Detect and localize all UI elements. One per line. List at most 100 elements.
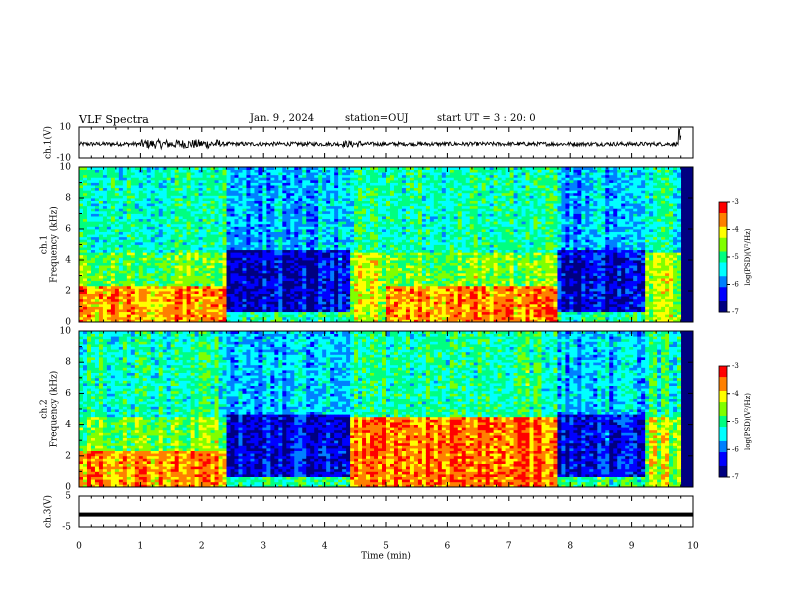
ch2-colorbar-cell xyxy=(719,418,727,422)
ch2-colorbar-cell xyxy=(719,404,727,409)
ch2-colorbar-cell xyxy=(719,474,727,478)
ch1-ytick-label-0: 0 xyxy=(65,318,71,328)
ch1-ytick-label-2: 2 xyxy=(65,287,71,297)
ch1-ytick-label-4: 4 xyxy=(65,256,71,266)
ch2-colorbar-cell xyxy=(719,366,727,370)
ch1-colorbar-cell xyxy=(719,240,727,244)
xtick-label-3: 3 xyxy=(260,542,266,552)
ch1-ylabel: ch.1 xyxy=(40,235,50,254)
ch1-colorbar-cell xyxy=(719,257,727,261)
ch2-colorbar-cell xyxy=(719,415,727,420)
ch2-colorbar-cell xyxy=(719,399,727,403)
ch1-colorbar-cell xyxy=(719,224,727,228)
ch2-colorbar-cell xyxy=(719,449,727,453)
ch1-colorbar-cell xyxy=(719,215,727,219)
ch1-colorbar-cell xyxy=(719,213,727,217)
ch2-ytick-label-2: 2 xyxy=(65,451,71,461)
ch1-spectrogram-cells xyxy=(79,167,694,323)
ch2-colorbar-cell xyxy=(719,468,727,472)
ch1-ytick-label-10: 10 xyxy=(60,163,72,173)
ch1-ytick-label-8: 8 xyxy=(65,194,71,204)
ch1-colorbar-cell xyxy=(719,202,727,206)
ch2-colorbar-label--7: -7 xyxy=(732,473,739,481)
ch1-colorbar-cell xyxy=(719,295,727,299)
ch2-ylabel: ch.2 xyxy=(40,399,50,418)
ch2-colorbar-cell xyxy=(719,460,727,464)
ch1-colorbar-cell xyxy=(719,279,727,283)
ch2-colorbar-cell xyxy=(719,377,727,381)
ch1-colorbar-label--5: -5 xyxy=(732,253,739,261)
xtick-label-7: 7 xyxy=(506,542,512,552)
ch1-colorbar-cell xyxy=(719,207,727,211)
ch1-colorbar-cell xyxy=(719,246,727,250)
xtick-label-4: 4 xyxy=(322,542,328,552)
ch1-ytick-label-6: 6 xyxy=(65,225,71,235)
ch1-colorbar-cell xyxy=(719,251,727,255)
ch2-colorbar-cell xyxy=(719,402,727,406)
ch1-colorbar-cell xyxy=(719,243,727,247)
ch2-colorbar-cell xyxy=(719,407,727,411)
xtick-label-8: 8 xyxy=(567,542,573,552)
ch2-colorbar-cell xyxy=(719,457,727,461)
ch1-ylabel2: Frequency (kHz) xyxy=(49,206,60,283)
ch2-ytick-label-8: 8 xyxy=(65,358,71,368)
ch1-colorbar-cell xyxy=(719,226,727,230)
ch2-colorbar-cell xyxy=(719,424,727,428)
ch2-colorbar-label--3: -3 xyxy=(732,362,739,370)
ch1-colorbar-cell xyxy=(719,232,727,236)
ch1-colorbar-cell xyxy=(719,248,727,252)
ch2-colorbar-cell xyxy=(719,435,727,439)
ch1-colorbar-cell xyxy=(719,265,727,269)
ch2-colorbar-cell xyxy=(719,465,727,470)
ch1-waveform-trace xyxy=(78,127,682,151)
ch1-colorbar-title: log(PSD)(V²/Hz) xyxy=(744,228,752,285)
x-axis-label: Time (min) xyxy=(361,551,411,562)
ch2-colorbar-cell xyxy=(719,374,727,378)
ch2-ytick-label-10: 10 xyxy=(60,327,72,337)
header-station: station=OUJ xyxy=(345,113,409,124)
ch2-colorbar-cell xyxy=(719,452,727,456)
ch2-colorbar-cell xyxy=(719,410,727,414)
ch2-colorbar-cell xyxy=(719,432,727,436)
ch2-colorbar-cell xyxy=(719,471,727,475)
ch1-colorbar-label--4: -4 xyxy=(732,226,739,234)
ch2-spectrogram-cells xyxy=(79,331,694,488)
ch2-colorbar-cell xyxy=(719,388,727,392)
ch2-colorbar-cell xyxy=(719,440,727,445)
ch2-ytick-label-6: 6 xyxy=(65,389,71,399)
ch3-trace-trace xyxy=(79,512,693,517)
ch2-colorbar-cell xyxy=(719,446,727,450)
ch1-waveform-ylabel: ch.1(V) xyxy=(43,126,54,159)
ch2-colorbar-title: log(PSD)(V²/Hz) xyxy=(744,393,752,450)
ch1-colorbar-cell xyxy=(719,235,727,239)
ch2-colorbar-cell xyxy=(719,390,727,395)
ch1-colorbar-cell xyxy=(719,270,727,274)
ch1-colorbar-cell xyxy=(719,237,727,241)
ch2-colorbar-cell xyxy=(719,413,727,417)
ch3-trace-ytick-label-5: 5 xyxy=(65,492,71,502)
xtick-label-1: 1 xyxy=(138,542,144,552)
ch1-colorbar-cell xyxy=(719,254,727,258)
ch2-colorbar-cell xyxy=(719,454,727,458)
ch2-colorbar-label--5: -5 xyxy=(732,418,739,426)
ch2-colorbar-cell xyxy=(719,393,727,397)
ch2-colorbar-cell xyxy=(719,368,727,372)
ch1-colorbar-cell xyxy=(719,290,727,294)
xtick-label-0: 0 xyxy=(76,542,82,552)
ch1-colorbar-cell xyxy=(719,309,727,313)
ch1-waveform-ytick-label-10: 10 xyxy=(60,123,72,133)
ch1-colorbar-cell xyxy=(719,301,727,305)
ch1-colorbar-cell xyxy=(719,292,727,296)
ch1-colorbar-cell xyxy=(719,259,727,263)
ch3-trace-ytick-label--5: -5 xyxy=(62,523,71,533)
ch1-colorbar-cell xyxy=(719,268,727,272)
ch2-ylabel2: Frequency (kHz) xyxy=(49,371,60,448)
ch2-colorbar-label--6: -6 xyxy=(732,445,739,453)
ch2-colorbar-cell xyxy=(719,429,727,433)
xtick-label-6: 6 xyxy=(445,542,451,552)
xtick-label-5: 5 xyxy=(383,542,389,552)
ch1-colorbar-cell xyxy=(719,221,727,225)
ch2-ytick-label-4: 4 xyxy=(65,420,71,430)
header-start-ut: start UT = 3 : 20: 0 xyxy=(437,113,536,124)
ch2-colorbar-cell xyxy=(719,396,727,400)
